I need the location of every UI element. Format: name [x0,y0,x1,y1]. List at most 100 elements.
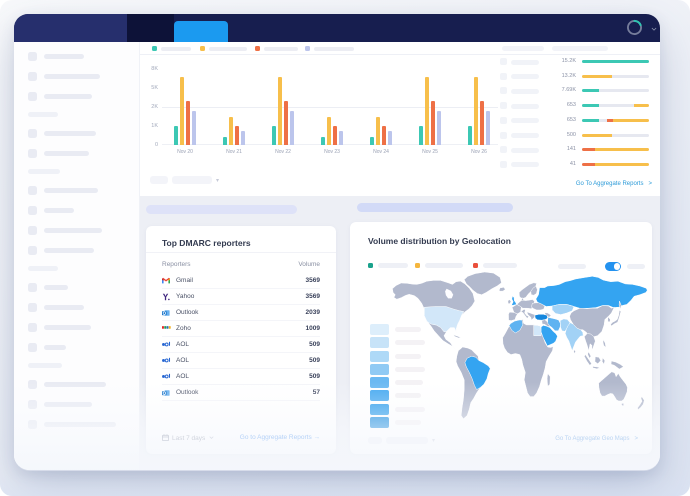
reporter-row[interactable]: AOL 509 [162,353,320,369]
avatar-ring-icon[interactable] [626,19,643,36]
country-balkans[interactable] [526,311,536,321]
bar-segment-teal [582,89,599,93]
sidebar-item-skeleton[interactable] [28,184,139,196]
sidebar-item-skeleton[interactable] [28,244,139,256]
country-sumatra[interactable] [584,354,592,366]
sidebar-item-skeleton[interactable] [28,398,139,410]
country-finland[interactable] [530,285,538,296]
country-china[interactable] [569,305,615,337]
country-cuba[interactable] [453,334,462,339]
legend-item-teal[interactable] [152,46,191,51]
bar-group[interactable] [370,117,392,145]
legend-item-red[interactable] [255,46,298,51]
reporter-row[interactable]: Zoho 1009 [162,321,320,337]
country-italy[interactable] [520,308,530,319]
account-chevron-down-icon[interactable] [651,26,657,32]
country-sulawesi[interactable] [601,357,606,365]
geo-legend-item[interactable] [415,263,463,268]
country-sakhalin[interactable] [618,300,622,310]
sidebar-item-skeleton[interactable] [28,127,139,139]
aggregate-reports-top-link[interactable]: Go To Aggregate Reports > [575,181,652,187]
stage-bottom-tint [0,474,690,496]
sidebar-item-skeleton[interactable] [28,147,139,159]
sidebar-item-skeleton[interactable] [28,321,139,333]
country-scandinavia[interactable] [518,282,537,299]
reporter-row[interactable]: Outlook 2039 [162,305,320,321]
reporter-row[interactable]: Yahoo 3569 [162,289,320,305]
country-egypt[interactable] [533,324,542,336]
country-sri-lanka[interactable] [573,349,576,354]
bar-group[interactable] [468,77,490,145]
country-iraq-syria[interactable] [541,319,551,327]
country-borneo[interactable] [594,356,602,364]
reporter-row[interactable]: AOL 509 [162,369,320,385]
country-kazakhstan[interactable] [551,304,575,315]
chevron-down-icon [209,436,214,439]
country-indochina[interactable] [584,333,596,352]
reporter-row[interactable]: Gmail 3569 [162,273,320,289]
country-usa[interactable] [424,306,465,333]
table-header: Reporters Volume [162,261,320,268]
sidebar-item-skeleton[interactable] [28,90,139,102]
country-madagascar[interactable] [546,373,551,387]
legend-item-yellow[interactable] [200,46,247,51]
sidebar-item-icon [28,71,37,81]
bar-group[interactable] [174,77,196,145]
sidebar-item-icon [28,51,37,61]
country-turkey[interactable] [534,314,548,321]
sidebar-item-skeleton[interactable] [28,50,139,62]
world-map[interactable] [388,272,648,422]
sidebar-item-skeleton[interactable] [28,70,139,82]
sidebar-item-skeleton[interactable] [28,204,139,216]
date-range-picker[interactable]: Last 7 days [162,434,214,442]
country-japan[interactable] [610,310,622,327]
country-algeria[interactable] [508,319,524,334]
legend-swatch [152,46,157,51]
scale-swatch [370,363,389,375]
country-malaysia[interactable] [587,351,592,359]
country-iceland[interactable] [498,287,506,292]
country-java[interactable] [592,366,601,370]
aggregate-geo-maps-link[interactable]: Go To Aggregate Geo Maps > [555,436,638,442]
card-title: Volume distribution by Geolocation [368,236,511,246]
sidebar-item-skeleton[interactable] [28,301,139,313]
country-greenland[interactable] [463,272,502,295]
country-korea[interactable] [607,316,611,323]
country-new-guinea[interactable] [610,360,624,370]
reporter-row[interactable]: AOL 509 [162,337,320,353]
bar-group[interactable] [321,117,343,145]
country-uk[interactable] [511,295,517,306]
sidebar-item-skeleton[interactable] [28,418,139,430]
active-tab[interactable] [174,21,228,42]
map-filter-skeleton[interactable]: ▾ [368,437,435,444]
country-iran[interactable] [547,317,561,332]
legend-item-lavender[interactable] [305,46,354,51]
country-philippines[interactable] [602,339,607,348]
reporter-row[interactable]: Outlook 57 [162,385,320,401]
country-denmark[interactable] [521,297,524,301]
bar-yellow [278,77,282,145]
geo-legend-item[interactable] [473,263,517,268]
country-africa[interactable] [502,319,554,397]
bar-group[interactable] [419,77,441,145]
bar-group[interactable] [223,117,245,145]
mini-bar-row: 15.2K [492,57,660,67]
aggregate-reports-link[interactable]: Go to Aggregate Reports → [239,434,320,441]
row-icon-skeleton [500,72,507,80]
sidebar-item-skeleton[interactable] [28,341,139,353]
country-tasmania[interactable] [621,403,625,407]
country-brazil[interactable] [464,355,491,390]
country-india[interactable] [564,322,584,351]
country-russia[interactable] [535,276,648,309]
sidebar-item-skeleton[interactable] [28,224,139,236]
map-toggle[interactable] [605,262,621,271]
country-australia[interactable] [598,371,628,402]
bar-group[interactable] [272,77,294,145]
country-new-zealand[interactable] [637,396,645,410]
sidebar-item-skeleton[interactable] [28,281,139,293]
country-ireland[interactable] [507,299,512,305]
geo-legend-item[interactable] [368,263,408,268]
sidebar-item-skeleton[interactable] [28,378,139,390]
date-range-selector-skeleton[interactable]: ▾ [150,176,219,184]
country-saudi-arabia[interactable] [540,325,558,347]
